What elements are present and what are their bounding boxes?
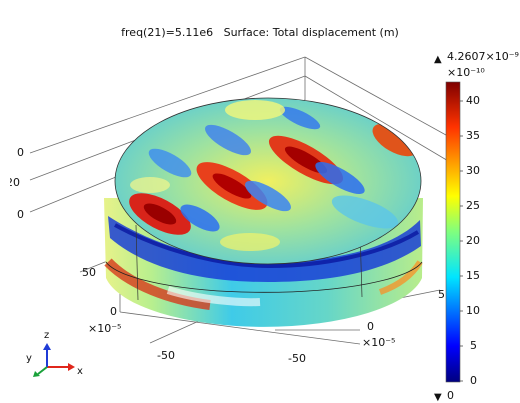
z-axis-tick: 0: [17, 208, 24, 221]
colorbar-max-arrow: ▲: [434, 54, 442, 65]
z-axis-tick: 0: [17, 146, 24, 159]
colorbar-tick: 0: [470, 374, 477, 387]
colorbar-min-arrow: ▼: [434, 392, 442, 403]
colorbar-exponent: ×10⁻¹⁰: [447, 66, 485, 79]
y-axis-tick: 50: [82, 266, 96, 279]
colorbar: [445, 81, 461, 383]
x-axis-tick: 0: [367, 320, 374, 333]
colorbar-min-label: 0: [447, 389, 454, 402]
y-axis-tick: -50: [157, 349, 175, 362]
colorbar-tick: 30: [466, 164, 480, 177]
colorbar-tick: 40: [466, 94, 480, 107]
colorbar-tick: 25: [466, 199, 480, 212]
triad-z-label: z: [44, 330, 50, 341]
z-axis-tick: 20: [10, 176, 20, 189]
colorbar-tick: 35: [466, 129, 480, 142]
x-axis-tick: -50: [288, 352, 306, 365]
axis-triad: [33, 343, 75, 377]
x-axis-tick: 5: [438, 288, 445, 301]
colorbar-tick: 20: [466, 234, 480, 247]
y-axis-tick: 0: [110, 305, 117, 318]
y-axis-exponent: ×10⁻⁵: [88, 322, 122, 335]
plot-title: freq(21)=5.11e6 Surface: Total displacem…: [121, 26, 399, 39]
colorbar-tick: 10: [466, 304, 480, 317]
colorbar-tick: 15: [466, 269, 480, 282]
triad-x-label: x: [77, 366, 83, 377]
x-axis-exponent: ×10⁻⁵: [362, 336, 396, 349]
triad-y-label: y: [26, 353, 32, 364]
colorbar-max-label: 4.2607×10⁻⁹: [447, 50, 519, 63]
colorbar-tick: 5: [470, 339, 477, 352]
disk-top: [114, 97, 422, 265]
colorbar-tick-marks: [460, 100, 463, 382]
